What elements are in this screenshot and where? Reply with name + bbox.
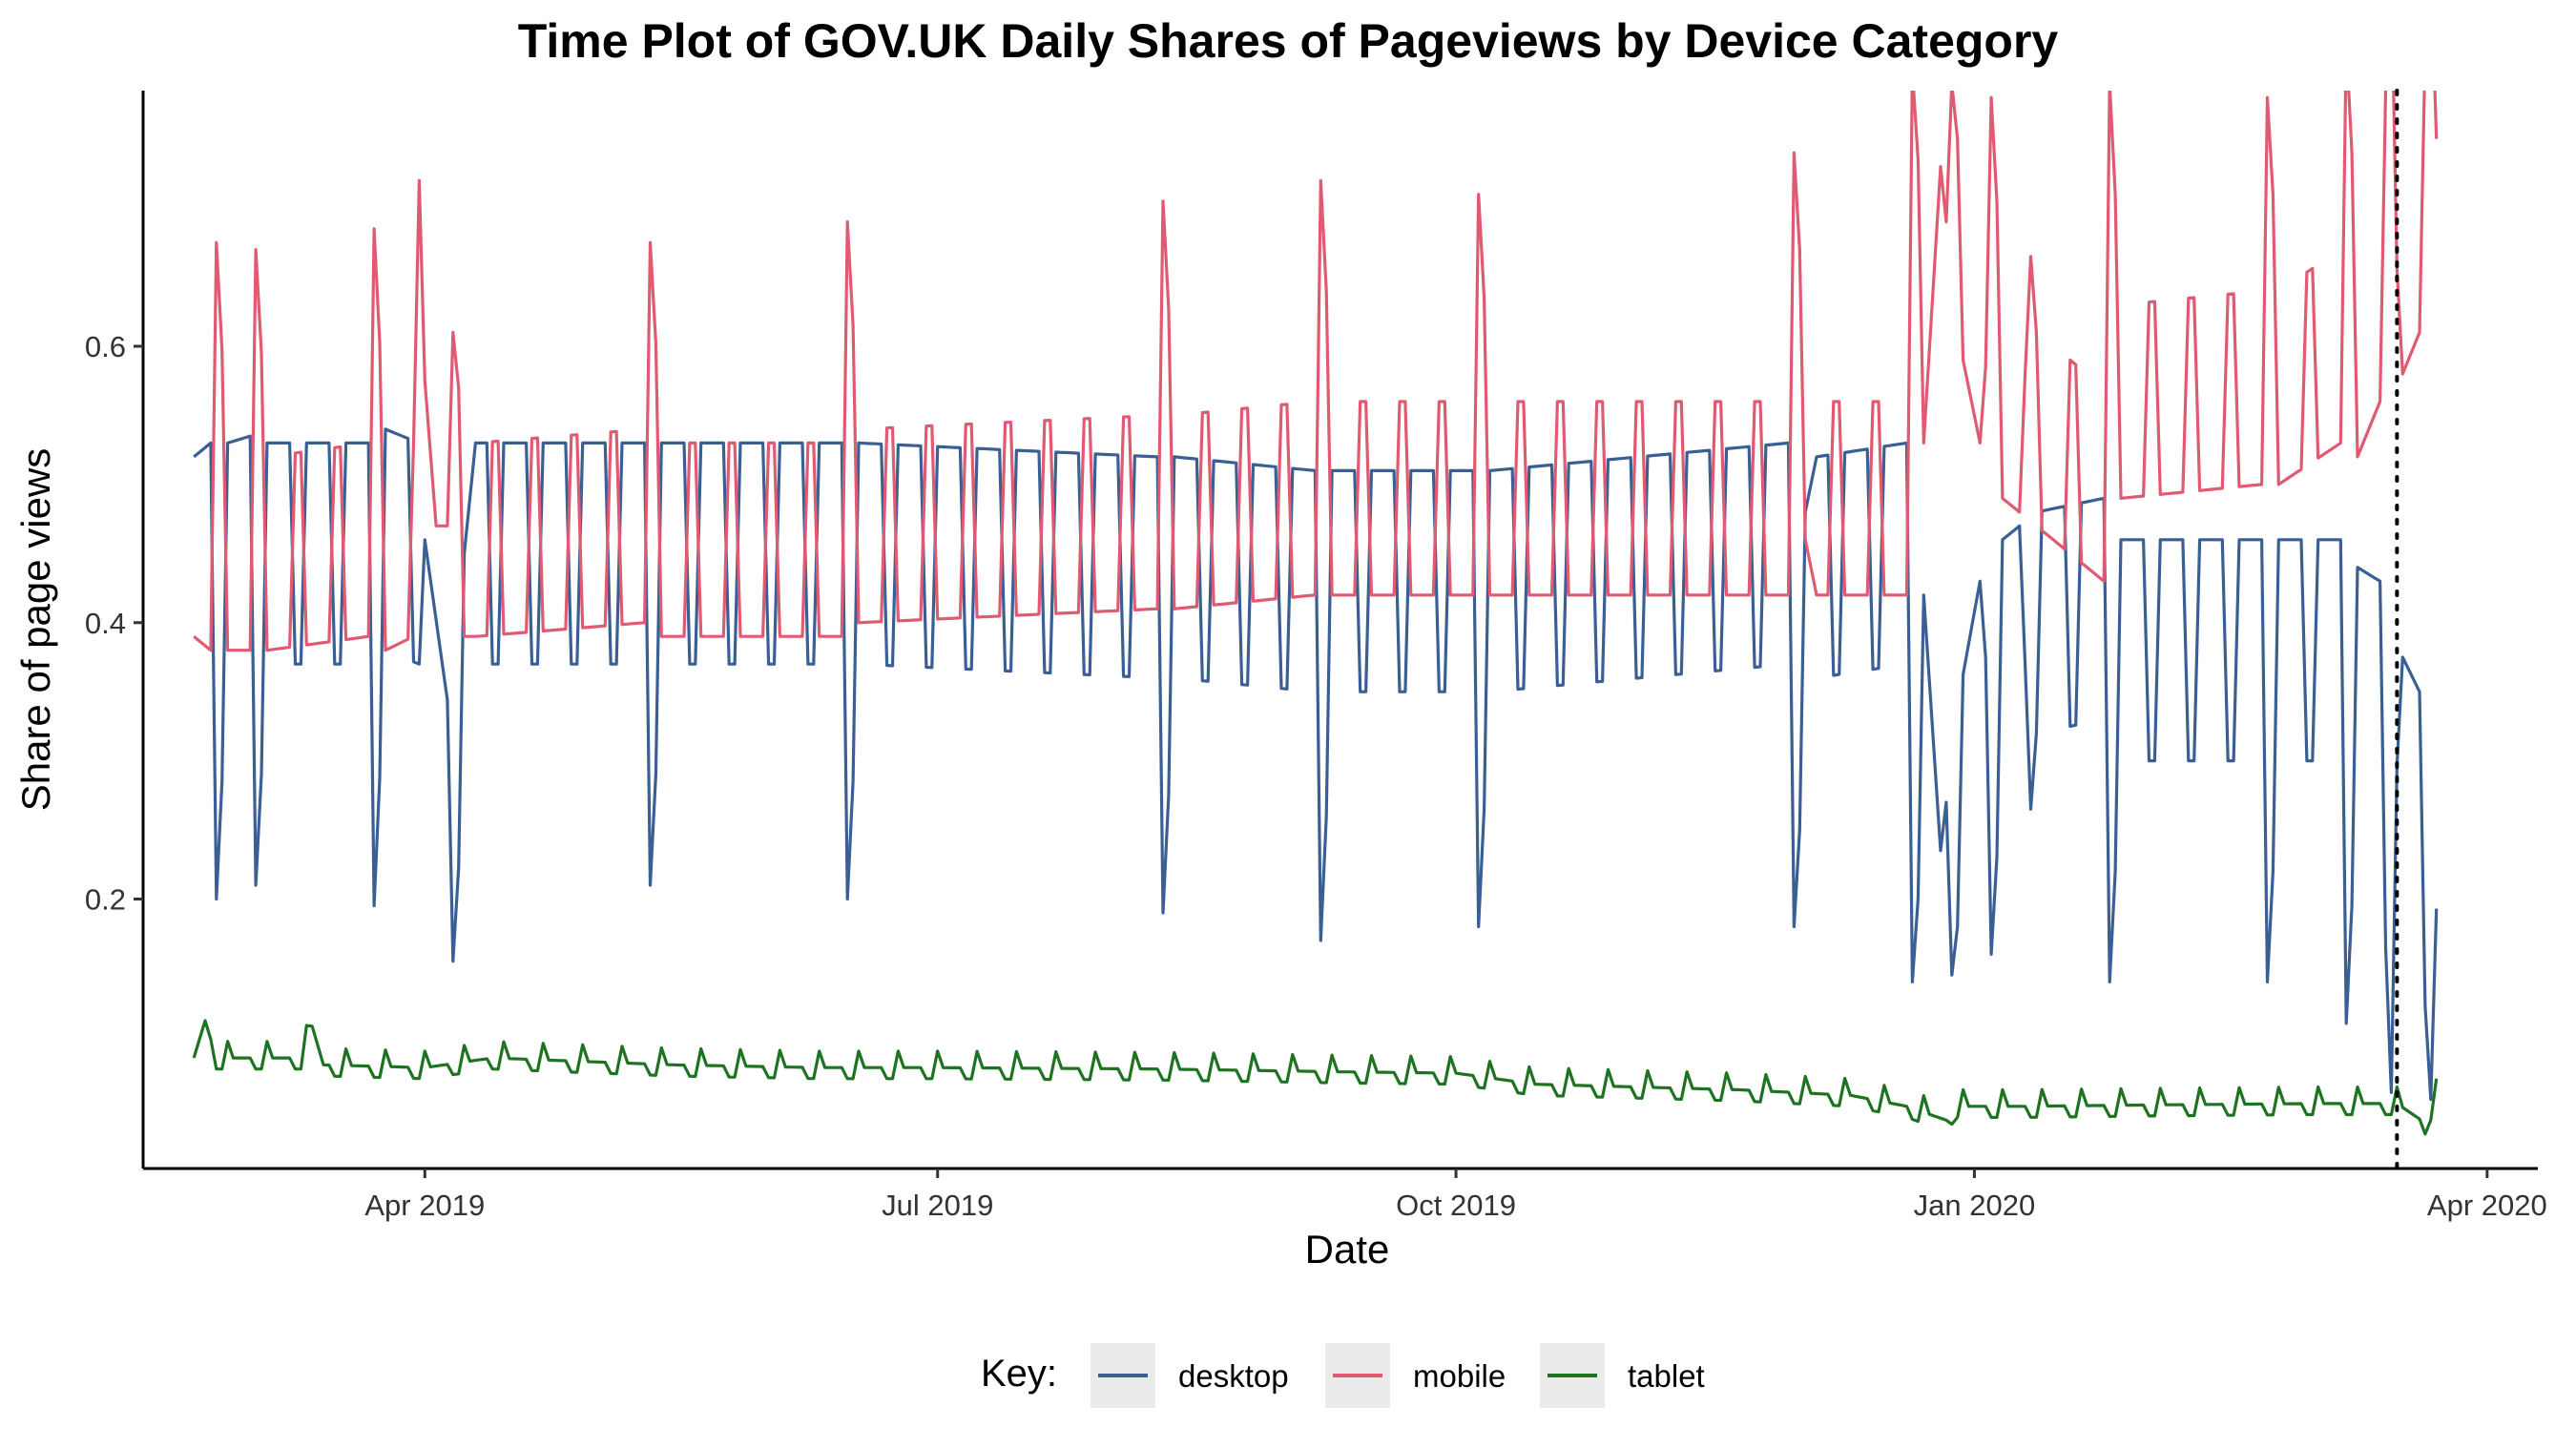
y-axis-ticks: 0.2 0.4 0.6 [85, 330, 143, 917]
x-tick-label: Jan 2020 [1914, 1189, 2036, 1222]
legend-item-tablet: tablet [1540, 1343, 1705, 1408]
legend: Key: desktop mobile tablet [981, 1343, 1705, 1408]
series-line-tablet [192, 1019, 2439, 1136]
series-line-mobile [193, 91, 2439, 652]
x-tick-label: Jul 2019 [882, 1189, 993, 1222]
legend-item-desktop: desktop [1091, 1343, 1289, 1408]
x-tick-label: Apr 2020 [2427, 1189, 2547, 1222]
legend-label: desktop [1178, 1358, 1289, 1394]
y-tick-label: 0.2 [85, 883, 126, 917]
x-tick-label: Apr 2019 [364, 1189, 485, 1222]
series-layer [192, 91, 2439, 1136]
x-axis-title: Date [1305, 1227, 1390, 1272]
legend-title: Key: [981, 1353, 1057, 1395]
y-axis-title: Share of page views [13, 448, 58, 812]
legend-label: tablet [1628, 1358, 1705, 1394]
x-axis-ticks: Apr 2019 Jul 2019 Oct 2019 Jan 2020 Apr 2020 [364, 1169, 2547, 1222]
legend-label: mobile [1413, 1358, 1506, 1394]
y-tick-label: 0.4 [85, 607, 126, 640]
legend-item-mobile: mobile [1325, 1343, 1506, 1408]
y-tick-label: 0.6 [85, 330, 126, 363]
chart-title: Time Plot of GOV.UK Daily Shares of Page… [518, 14, 2059, 68]
x-tick-label: Oct 2019 [1396, 1189, 1516, 1222]
